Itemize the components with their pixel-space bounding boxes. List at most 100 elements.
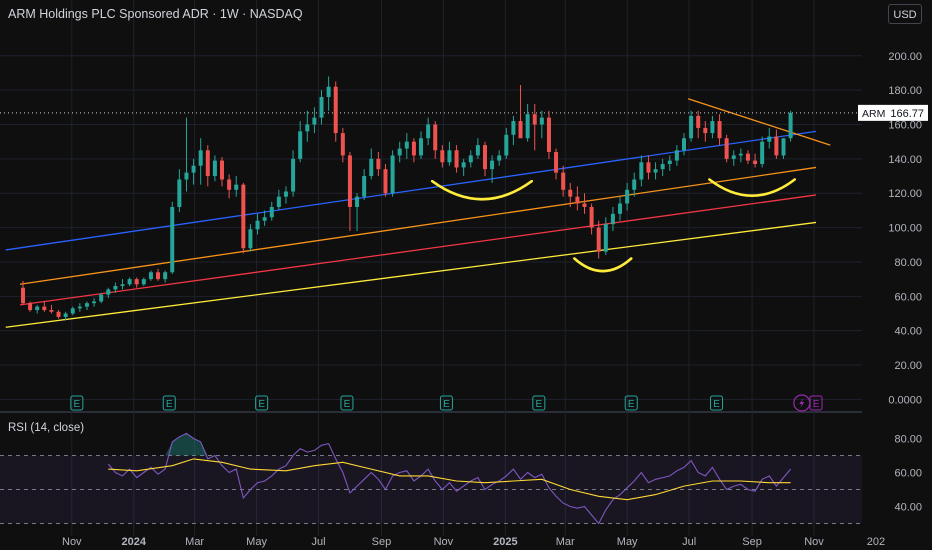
candle-body [319, 97, 324, 118]
time-tick-label: Sep [372, 536, 392, 548]
candle-body [184, 172, 189, 180]
candle-body [653, 169, 658, 173]
trendline-red [19, 194, 817, 306]
candle-body [269, 206, 274, 218]
candle-body [646, 162, 651, 173]
lightning-icon[interactable] [793, 394, 811, 412]
price-tick-label: 80.00 [894, 257, 922, 269]
candle-body [632, 179, 637, 190]
upcoming-earnings-marker[interactable]: E [809, 395, 823, 411]
earnings-marker[interactable]: E [340, 395, 354, 411]
candle-body [575, 196, 580, 204]
candle-body [781, 138, 786, 156]
earnings-letter: E [166, 399, 173, 410]
earnings-letter: E [713, 399, 720, 410]
candle-body [92, 301, 97, 304]
earnings-marker[interactable]: E [624, 395, 638, 411]
price-tick-label: 100.00 [888, 223, 922, 235]
candle-body [106, 289, 111, 295]
price-tick-label: 0.0000 [888, 394, 922, 406]
candle-body [546, 117, 551, 152]
candle-body [788, 112, 793, 139]
candle-body [170, 206, 175, 273]
candlestick-series [21, 76, 793, 321]
candle-body [703, 127, 708, 134]
earnings-box [439, 395, 453, 411]
candle-body [760, 141, 765, 165]
earnings-marker[interactable]: E [70, 395, 84, 411]
candle-body [625, 189, 630, 204]
candle-body [49, 310, 54, 312]
candle-body [447, 150, 452, 163]
earnings-box [340, 395, 354, 411]
candle-body [191, 165, 196, 173]
rsi-band-fill [0, 455, 862, 524]
candle-body [411, 141, 416, 156]
candle-body [355, 196, 360, 207]
chart-title: ARM Holdings PLC Sponsored ADR · 1W · NA… [8, 7, 303, 21]
lightning-glyph [799, 398, 805, 408]
earnings-marker[interactable]: E [255, 395, 269, 411]
candle-body [667, 160, 672, 165]
candle-body [120, 284, 125, 287]
candle-body [70, 308, 75, 314]
candle-body [404, 141, 409, 149]
candle-body [283, 191, 288, 197]
time-tick-label: Mar [556, 536, 575, 548]
candle-body [333, 86, 338, 134]
candle-body [589, 206, 594, 228]
time-tick-label: Nov [434, 536, 454, 548]
annotation-arc [573, 257, 633, 273]
earnings-marker[interactable]: E [710, 395, 724, 411]
last-price-symbol: ARM [862, 108, 885, 120]
candle-body [490, 160, 495, 170]
candle-body [212, 160, 217, 177]
candle-body [262, 217, 267, 221]
candle-body [767, 136, 772, 142]
rsi-overbought-fill [165, 433, 208, 456]
earnings-letter: E [628, 399, 635, 410]
axes: 200.00 180.00 160.00 140.00 120.00 100.00 80.0… [62, 0, 932, 550]
time-tick-label: Jul [311, 536, 325, 548]
candle-body [141, 279, 146, 285]
candle-body [475, 145, 480, 156]
candle-body [28, 303, 33, 311]
candle-body [369, 158, 374, 177]
candle-body [234, 184, 239, 190]
earnings-marker[interactable]: E [162, 395, 176, 411]
candle-body [731, 155, 736, 159]
price-tick-label: 180.00 [888, 85, 922, 97]
earnings-box [162, 395, 176, 411]
time-tick-label: Nov [62, 536, 82, 548]
candle-body [376, 158, 381, 170]
upcoming-earnings-box [809, 395, 823, 411]
candle-body [134, 279, 139, 285]
candle-body [639, 162, 644, 180]
earnings-letter: E [258, 399, 265, 410]
candle-body [326, 86, 331, 98]
earnings-marker[interactable]: E [439, 395, 453, 411]
earnings-box [70, 395, 84, 411]
currency-button[interactable]: USD [888, 4, 922, 24]
candle-body [724, 138, 729, 159]
candle-body [426, 124, 431, 139]
candle-body [291, 158, 296, 192]
time-tick-label: 2025 [493, 536, 517, 548]
candle-body [419, 138, 424, 156]
time-tick-label: 202 [867, 536, 885, 548]
candle-body [618, 203, 623, 214]
candle-body [63, 313, 68, 317]
candle-body [610, 213, 615, 225]
earnings-box [624, 395, 638, 411]
rsi-tick-label: 40.00 [894, 502, 922, 514]
candle-body [397, 148, 402, 156]
candle-body [454, 150, 459, 168]
earnings-marker[interactable]: E [532, 395, 546, 411]
candle-body [383, 169, 388, 194]
earnings-letter: E [536, 399, 543, 410]
candle-body [532, 114, 537, 125]
price-tick-label: 140.00 [888, 154, 922, 166]
candle-body [205, 150, 210, 177]
